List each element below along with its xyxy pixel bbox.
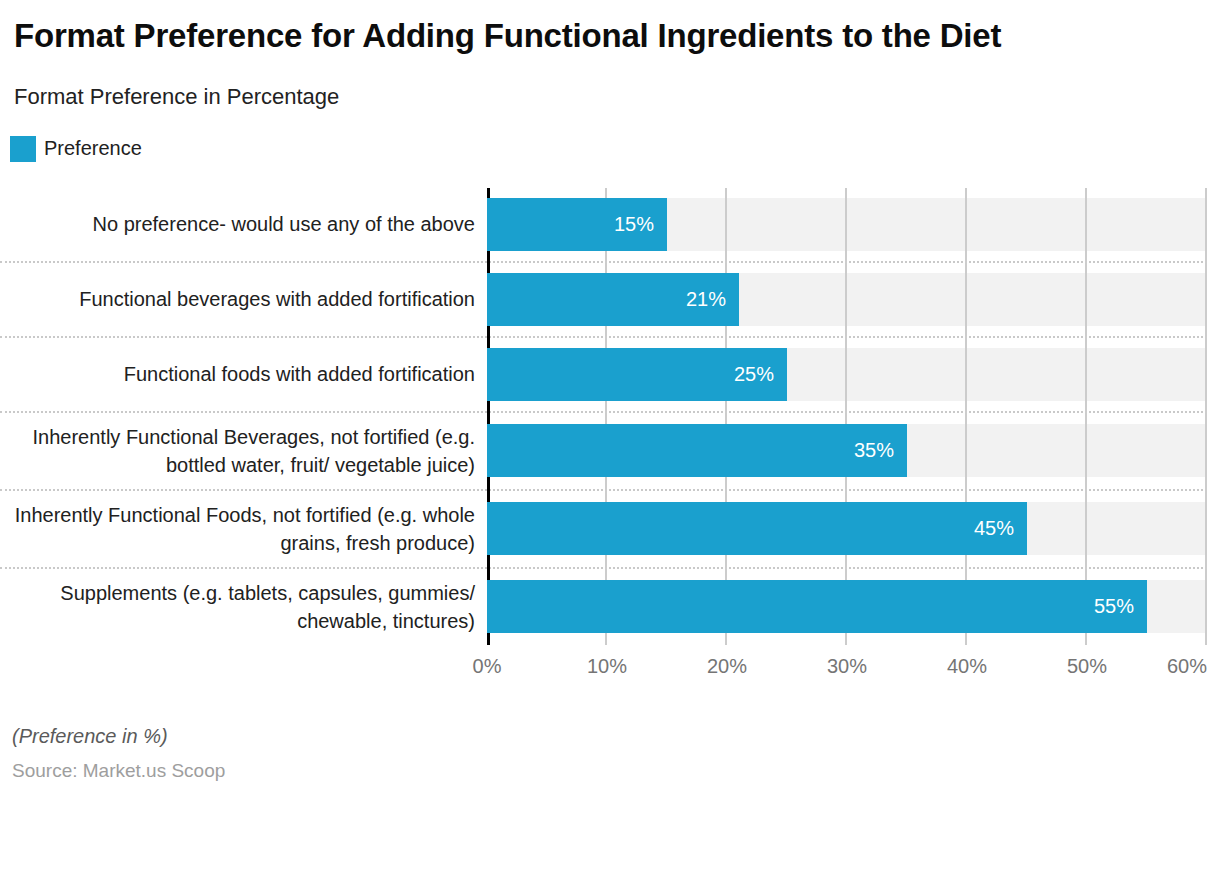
legend-label: Preference [44,137,142,160]
legend: Preference [10,136,1220,162]
x-tick-label: 10% [587,655,627,678]
row-plot: 21% [487,263,1207,336]
table-row: Inherently Functional Foods, not fortifi… [0,489,1207,567]
footer-note: (Preference in %) [12,725,1220,748]
footer-source: Source: Market.us Scoop [12,760,1220,782]
chart-title: Format Preference for Adding Functional … [14,13,1114,59]
table-row: Functional beverages with added fortific… [0,261,1207,336]
bar: 21% [487,273,739,326]
bar-value-label: 25% [734,363,774,386]
chart-page: Format Preference for Adding Functional … [0,0,1220,782]
row-plot: 25% [487,338,1207,411]
bar-track: 25% [487,348,1207,401]
bar-track: 15% [487,198,1207,251]
table-row: Supplements (e.g. tablets, capsules, gum… [0,567,1207,645]
bar-value-label: 21% [686,288,726,311]
bar: 45% [487,502,1027,555]
table-row: Inherently Functional Beverages, not for… [0,411,1207,489]
bar-track: 35% [487,424,1207,477]
x-tick-label: 60% [1167,655,1207,678]
bar-chart: No preference- would use any of the abov… [0,188,1207,689]
category-label: Functional foods with added fortificatio… [0,350,487,398]
bar-value-label: 35% [854,439,894,462]
table-row: Functional foods with added fortificatio… [0,336,1207,411]
legend-swatch [10,136,36,162]
x-axis: 0%10%20%30%40%50%60% [487,645,1207,689]
bar-track: 21% [487,273,1207,326]
x-tick-label: 20% [707,655,747,678]
bar-value-label: 55% [1094,595,1134,618]
category-label: Functional beverages with added fortific… [0,275,487,323]
x-tick-label: 40% [947,655,987,678]
chart-rows: No preference- would use any of the abov… [0,188,1207,645]
x-tick-label: 0% [473,655,502,678]
bar-track: 55% [487,580,1207,633]
bar: 15% [487,198,667,251]
bar: 35% [487,424,907,477]
x-tick-label: 30% [827,655,867,678]
bar-value-label: 15% [614,213,654,236]
row-plot: 35% [487,413,1207,489]
x-tick-label: 50% [1067,655,1107,678]
category-label: Inherently Functional Foods, not fortifi… [0,491,487,567]
category-label: Supplements (e.g. tablets, capsules, gum… [0,569,487,645]
bar-track: 45% [487,502,1207,555]
table-row: No preference- would use any of the abov… [0,188,1207,261]
bar: 55% [487,580,1147,633]
chart-subtitle: Format Preference in Percentage [14,84,1206,110]
category-label: Inherently Functional Beverages, not for… [0,413,487,489]
category-label: No preference- would use any of the abov… [0,200,487,248]
row-plot: 55% [487,569,1207,645]
bar: 25% [487,348,787,401]
row-plot: 15% [487,188,1207,261]
plot-body: No preference- would use any of the abov… [0,188,1207,645]
row-plot: 45% [487,491,1207,567]
bar-value-label: 45% [974,517,1014,540]
